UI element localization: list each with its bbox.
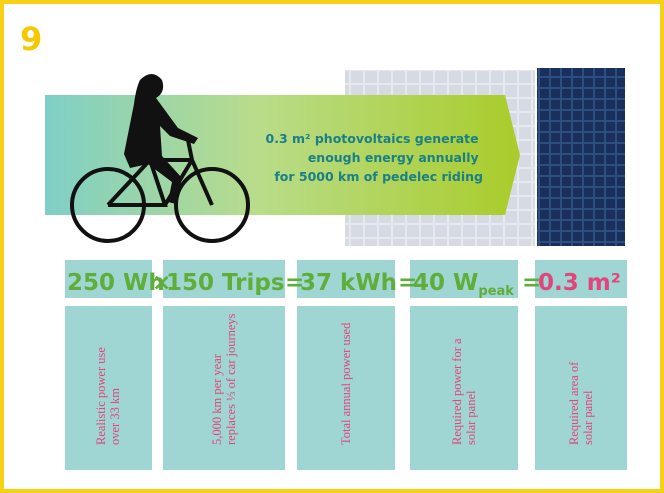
description-line: Total annual power used — [339, 322, 353, 445]
term: 150 Trips — [166, 270, 285, 296]
page: Pedelec solar infographic {"number": "9"… — [0, 0, 664, 493]
term-value: 40 W — [413, 270, 478, 296]
description-line: 5,000 km per year — [210, 353, 224, 445]
description-line: Required area of — [567, 361, 581, 445]
separator — [65, 298, 627, 306]
section-number: 9 — [20, 20, 42, 58]
term: 37 kWh — [300, 270, 397, 296]
description-line: solar panel — [464, 390, 478, 445]
description-line: replaces ⅓ of car journeys — [224, 313, 238, 445]
banner-line: 0.3 m² photovoltaics generate — [266, 131, 479, 146]
description-line: over 33 km — [108, 388, 122, 445]
term: 0.3 m² — [538, 270, 621, 296]
description-line: Required power for a — [450, 338, 464, 445]
banner-line: enough energy annually — [308, 150, 479, 165]
banner-line: for 5000 km of pedelec riding — [274, 169, 483, 184]
description-line: Realistic power use — [94, 347, 108, 445]
solar-panel-dark — [537, 68, 625, 246]
description-line: solar panel — [581, 390, 595, 445]
term-subscript: peak — [478, 284, 514, 299]
body: 9 0.3 m² photovoltaics generate enough e… — [0, 0, 664, 493]
infographic: 9 0.3 m² photovoltaics generate enough e… — [0, 0, 664, 493]
term: 250 Wh — [67, 270, 165, 296]
